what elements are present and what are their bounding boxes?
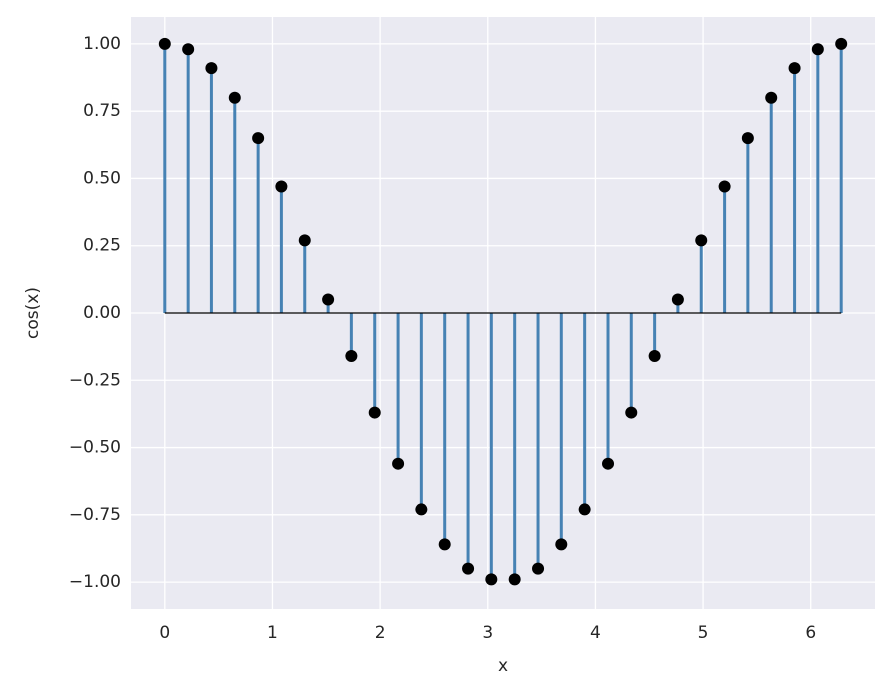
marker [765,91,778,104]
marker [438,538,451,551]
marker [252,132,265,145]
x-tick-label: 4 [590,623,601,643]
marker [415,503,428,516]
marker [228,91,241,104]
marker [322,293,335,306]
x-tick-label: 5 [698,623,709,643]
x-tick-label: 2 [375,623,386,643]
marker [462,562,475,575]
marker [275,180,288,193]
marker [392,457,405,470]
x-axis-label: x [498,656,508,676]
y-tick-label: −1.00 [69,572,121,592]
x-tick-label: 0 [159,623,170,643]
x-tick-label: 3 [482,623,493,643]
marker [532,562,545,575]
marker [811,43,824,56]
marker [555,538,568,551]
marker [788,62,801,75]
marker [158,37,171,50]
y-tick-label: 0.50 [83,168,121,188]
y-tick-label: −0.50 [69,438,121,458]
marker [695,234,708,247]
marker [485,573,498,586]
y-tick-label: −0.75 [69,505,121,525]
marker [368,406,381,419]
marker [671,293,684,306]
y-tick-label: 0.25 [83,236,121,256]
y-tick-label: 0.00 [83,303,121,323]
marker [718,180,731,193]
marker [648,350,661,363]
marker [508,573,521,586]
y-axis-label: cos(x) [23,287,43,339]
marker [182,43,195,56]
y-tick-label: −0.25 [69,370,121,390]
marker [602,457,615,470]
marker [741,132,754,145]
marker [205,62,218,75]
x-tick-label: 6 [805,623,816,643]
marker [625,406,638,419]
marker [835,37,848,50]
x-tick-label: 1 [267,623,278,643]
marker [345,350,358,363]
marker [578,503,591,516]
y-tick-label: 0.75 [83,101,121,121]
y-tick-label: 1.00 [83,34,121,54]
marker [298,234,311,247]
